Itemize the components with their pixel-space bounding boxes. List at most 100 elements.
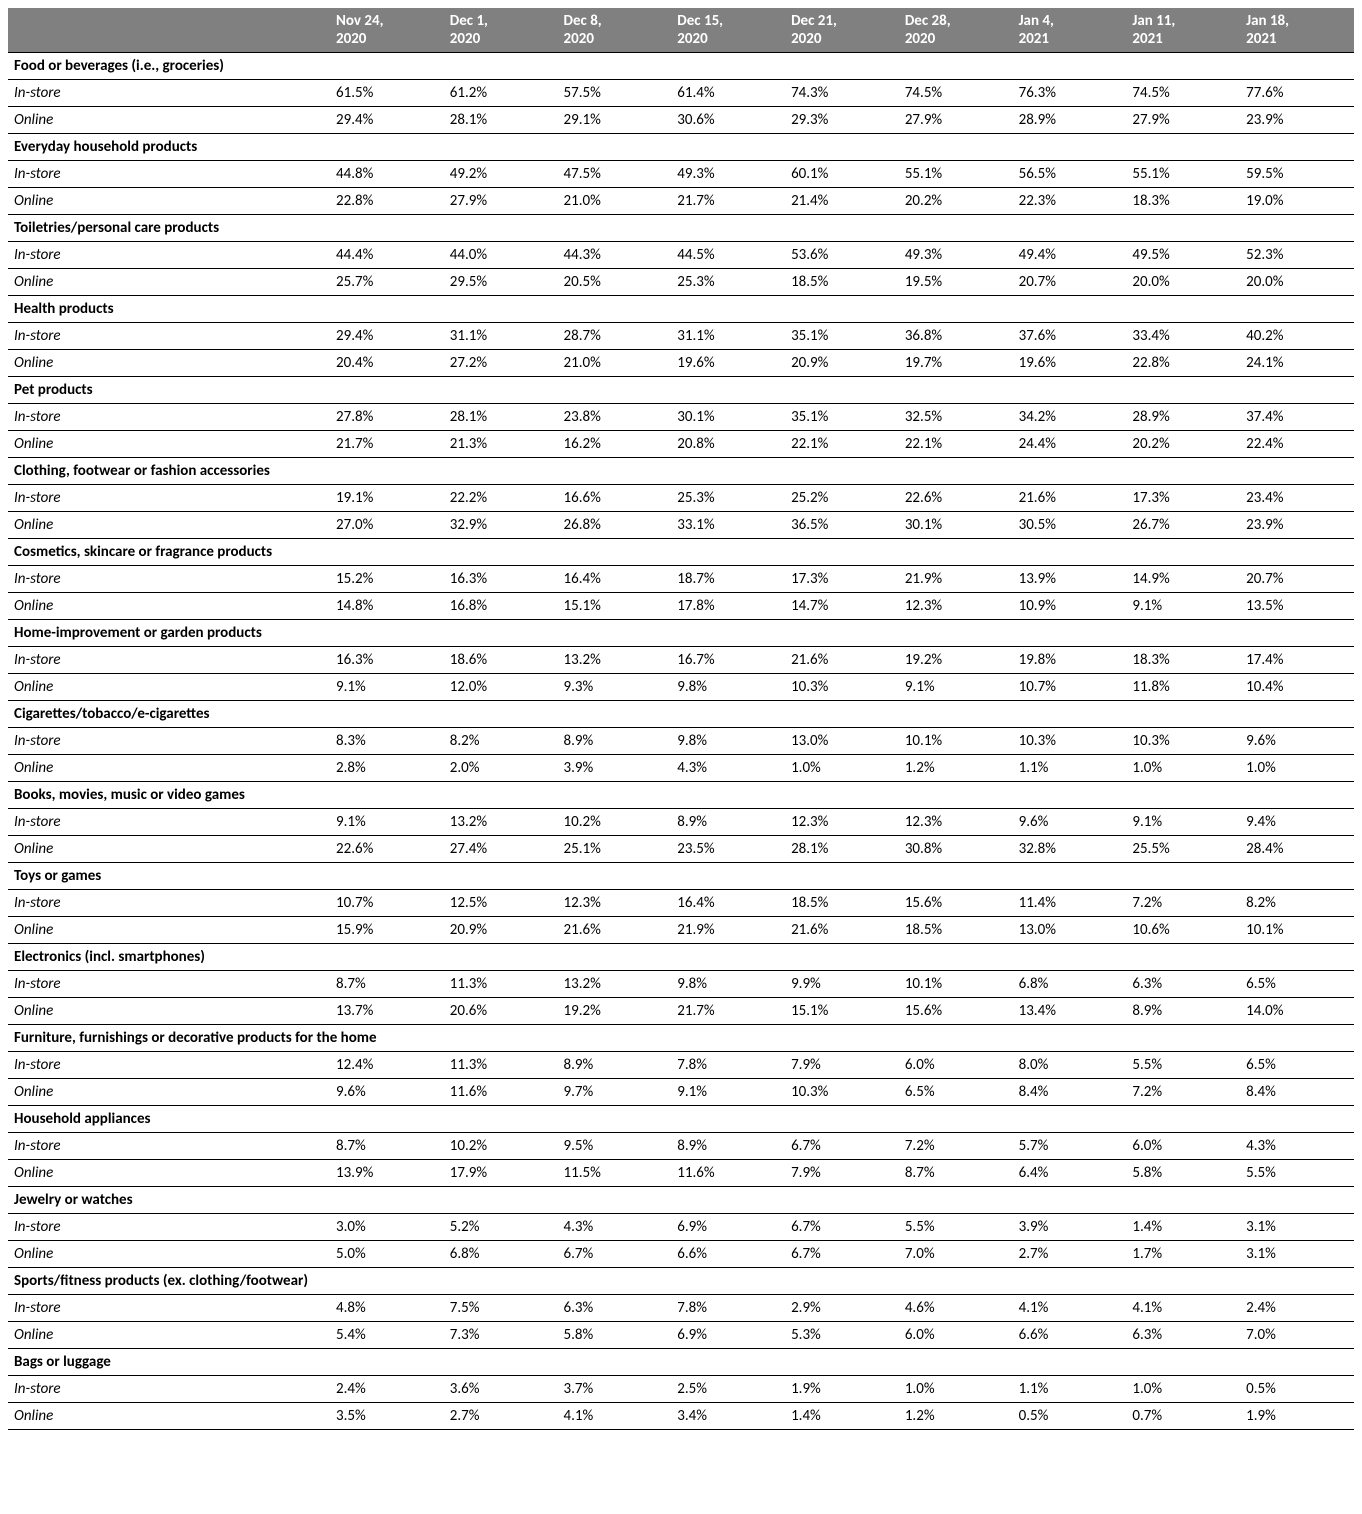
row-label: In-store: [8, 1214, 330, 1241]
cell-value: 3.1%: [1240, 1214, 1354, 1241]
cell-value: 12.4%: [330, 1052, 444, 1079]
category-label: Bags or luggage: [8, 1349, 1354, 1376]
cell-value: 76.3%: [1013, 80, 1127, 107]
cell-value: 20.6%: [444, 998, 558, 1025]
cell-value: 24.1%: [1240, 350, 1354, 377]
cell-value: 9.3%: [558, 674, 672, 701]
table-row: In-store8.3%8.2%8.9%9.8%13.0%10.1%10.3%1…: [8, 728, 1354, 755]
cell-value: 21.0%: [558, 350, 672, 377]
cell-value: 35.1%: [785, 404, 899, 431]
cell-value: 10.7%: [330, 890, 444, 917]
cell-value: 7.2%: [899, 1133, 1013, 1160]
cell-value: 44.3%: [558, 242, 672, 269]
cell-value: 5.8%: [558, 1322, 672, 1349]
cell-value: 23.5%: [671, 836, 785, 863]
cell-value: 8.4%: [1240, 1079, 1354, 1106]
cell-value: 29.4%: [330, 323, 444, 350]
table-row: In-store12.4%11.3%8.9%7.8%7.9%6.0%8.0%5.…: [8, 1052, 1354, 1079]
row-label: Online: [8, 755, 330, 782]
row-label: Online: [8, 1079, 330, 1106]
cell-value: 21.7%: [671, 998, 785, 1025]
header-line1: Dec 1,: [450, 12, 552, 30]
cell-value: 9.8%: [671, 728, 785, 755]
cell-value: 7.8%: [671, 1052, 785, 1079]
cell-value: 22.6%: [899, 485, 1013, 512]
category-label: Books, movies, music or video games: [8, 782, 1354, 809]
table-row: Online15.9%20.9%21.6%21.9%21.6%18.5%13.0…: [8, 917, 1354, 944]
cell-value: 19.2%: [558, 998, 672, 1025]
cell-value: 28.4%: [1240, 836, 1354, 863]
category-row: Pet products: [8, 377, 1354, 404]
cell-value: 13.0%: [1013, 917, 1127, 944]
cell-value: 30.1%: [671, 404, 785, 431]
cell-value: 49.5%: [1126, 242, 1240, 269]
cell-value: 20.5%: [558, 269, 672, 296]
cell-value: 1.9%: [1240, 1403, 1354, 1430]
cell-value: 56.5%: [1013, 161, 1127, 188]
row-label: Online: [8, 512, 330, 539]
row-label: Online: [8, 998, 330, 1025]
category-label: Clothing, footwear or fashion accessorie…: [8, 458, 1354, 485]
table-row: In-store27.8%28.1%23.8%30.1%35.1%32.5%34…: [8, 404, 1354, 431]
table-row: In-store15.2%16.3%16.4%18.7%17.3%21.9%13…: [8, 566, 1354, 593]
cell-value: 19.2%: [899, 647, 1013, 674]
cell-value: 13.9%: [330, 1160, 444, 1187]
category-label: Cigarettes/tobacco/e-cigarettes: [8, 701, 1354, 728]
cell-value: 53.6%: [785, 242, 899, 269]
cell-value: 27.0%: [330, 512, 444, 539]
cell-value: 0.5%: [1013, 1403, 1127, 1430]
cell-value: 47.5%: [558, 161, 672, 188]
cell-value: 11.6%: [444, 1079, 558, 1106]
cell-value: 2.5%: [671, 1376, 785, 1403]
cell-value: 16.2%: [558, 431, 672, 458]
cell-value: 1.7%: [1126, 1241, 1240, 1268]
header-line2: 2020: [450, 30, 552, 48]
cell-value: 4.1%: [558, 1403, 672, 1430]
cell-value: 8.9%: [671, 1133, 785, 1160]
cell-value: 6.8%: [1013, 971, 1127, 998]
cell-value: 3.4%: [671, 1403, 785, 1430]
header-line1: Nov 24,: [336, 12, 438, 30]
cell-value: 6.4%: [1013, 1160, 1127, 1187]
cell-value: 29.4%: [330, 107, 444, 134]
cell-value: 25.5%: [1126, 836, 1240, 863]
cell-value: 14.8%: [330, 593, 444, 620]
cell-value: 33.4%: [1126, 323, 1240, 350]
cell-value: 3.9%: [1013, 1214, 1127, 1241]
cell-value: 15.9%: [330, 917, 444, 944]
row-label: Online: [8, 1160, 330, 1187]
table-row: Online22.6%27.4%25.1%23.5%28.1%30.8%32.8…: [8, 836, 1354, 863]
category-row: Electronics (incl. smartphones): [8, 944, 1354, 971]
cell-value: 1.4%: [1126, 1214, 1240, 1241]
cell-value: 6.0%: [899, 1322, 1013, 1349]
header-date-8: Jan 11,2021: [1126, 8, 1240, 53]
cell-value: 7.9%: [785, 1160, 899, 1187]
row-label: In-store: [8, 971, 330, 998]
cell-value: 6.6%: [671, 1241, 785, 1268]
cell-value: 4.3%: [1240, 1133, 1354, 1160]
cell-value: 25.2%: [785, 485, 899, 512]
cell-value: 13.0%: [785, 728, 899, 755]
header-line2: 2020: [791, 30, 893, 48]
header-date-9: Jan 18,2021: [1240, 8, 1354, 53]
table-row: Online3.5%2.7%4.1%3.4%1.4%1.2%0.5%0.7%1.…: [8, 1403, 1354, 1430]
cell-value: 33.1%: [671, 512, 785, 539]
cell-value: 19.0%: [1240, 188, 1354, 215]
header-line2: 2020: [336, 30, 438, 48]
cell-value: 26.7%: [1126, 512, 1240, 539]
row-label: Online: [8, 188, 330, 215]
header-date-2: Dec 1,2020: [444, 8, 558, 53]
cell-value: 35.1%: [785, 323, 899, 350]
cell-value: 21.9%: [671, 917, 785, 944]
table-row: Online27.0%32.9%26.8%33.1%36.5%30.1%30.5…: [8, 512, 1354, 539]
cell-value: 21.4%: [785, 188, 899, 215]
cell-value: 3.6%: [444, 1376, 558, 1403]
cell-value: 6.7%: [558, 1241, 672, 1268]
row-label: In-store: [8, 161, 330, 188]
category-label: Everyday household products: [8, 134, 1354, 161]
cell-value: 40.2%: [1240, 323, 1354, 350]
cell-value: 1.2%: [899, 1403, 1013, 1430]
cell-value: 5.4%: [330, 1322, 444, 1349]
cell-value: 7.5%: [444, 1295, 558, 1322]
header-line1: Dec 8,: [564, 12, 666, 30]
